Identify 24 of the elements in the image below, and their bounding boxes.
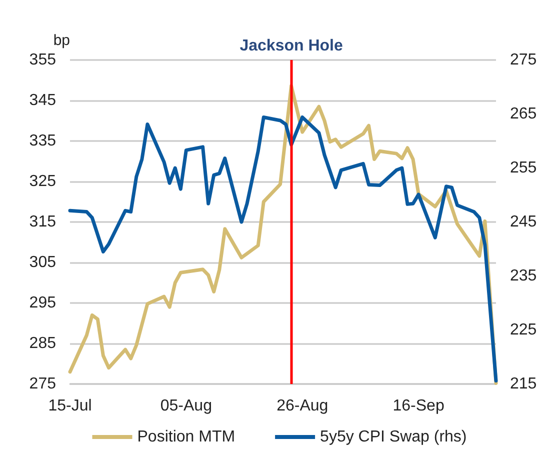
- x-tick-label: 05-Aug: [160, 398, 212, 414]
- y2-tick-label: 245: [510, 214, 537, 230]
- y-tick-label: 325: [29, 173, 56, 190]
- x-tick-label: 26-Aug: [276, 398, 328, 414]
- legend-label: 5y5y CPI Swap (rhs): [320, 428, 467, 446]
- y-tick-label: 335: [29, 132, 56, 150]
- ref-line-label: Jackson Hole: [240, 38, 343, 54]
- y-tick-label: 355: [29, 52, 56, 68]
- y2-tick-label: 275: [510, 52, 537, 68]
- y-tick-label: 305: [29, 254, 56, 271]
- y2-tick-label: 225: [510, 322, 537, 338]
- x-tick-label: 15-Jul: [48, 398, 92, 414]
- y2-tick-label: 265: [510, 106, 537, 122]
- y-axis-title: bp: [53, 32, 70, 49]
- y2-tick-label: 215: [510, 376, 537, 392]
- y-tick-label: 345: [29, 92, 56, 109]
- y-tick-label: 285: [29, 335, 56, 352]
- y-tick-label: 295: [29, 294, 56, 312]
- x-tick-label: 16-Sep: [392, 398, 444, 414]
- y2-tick-label: 235: [510, 268, 537, 284]
- y2-tick-label: 255: [510, 160, 537, 176]
- y-tick-label: 275: [29, 376, 56, 392]
- y-tick-label: 315: [29, 214, 56, 230]
- legend-label: Position MTM: [137, 428, 236, 446]
